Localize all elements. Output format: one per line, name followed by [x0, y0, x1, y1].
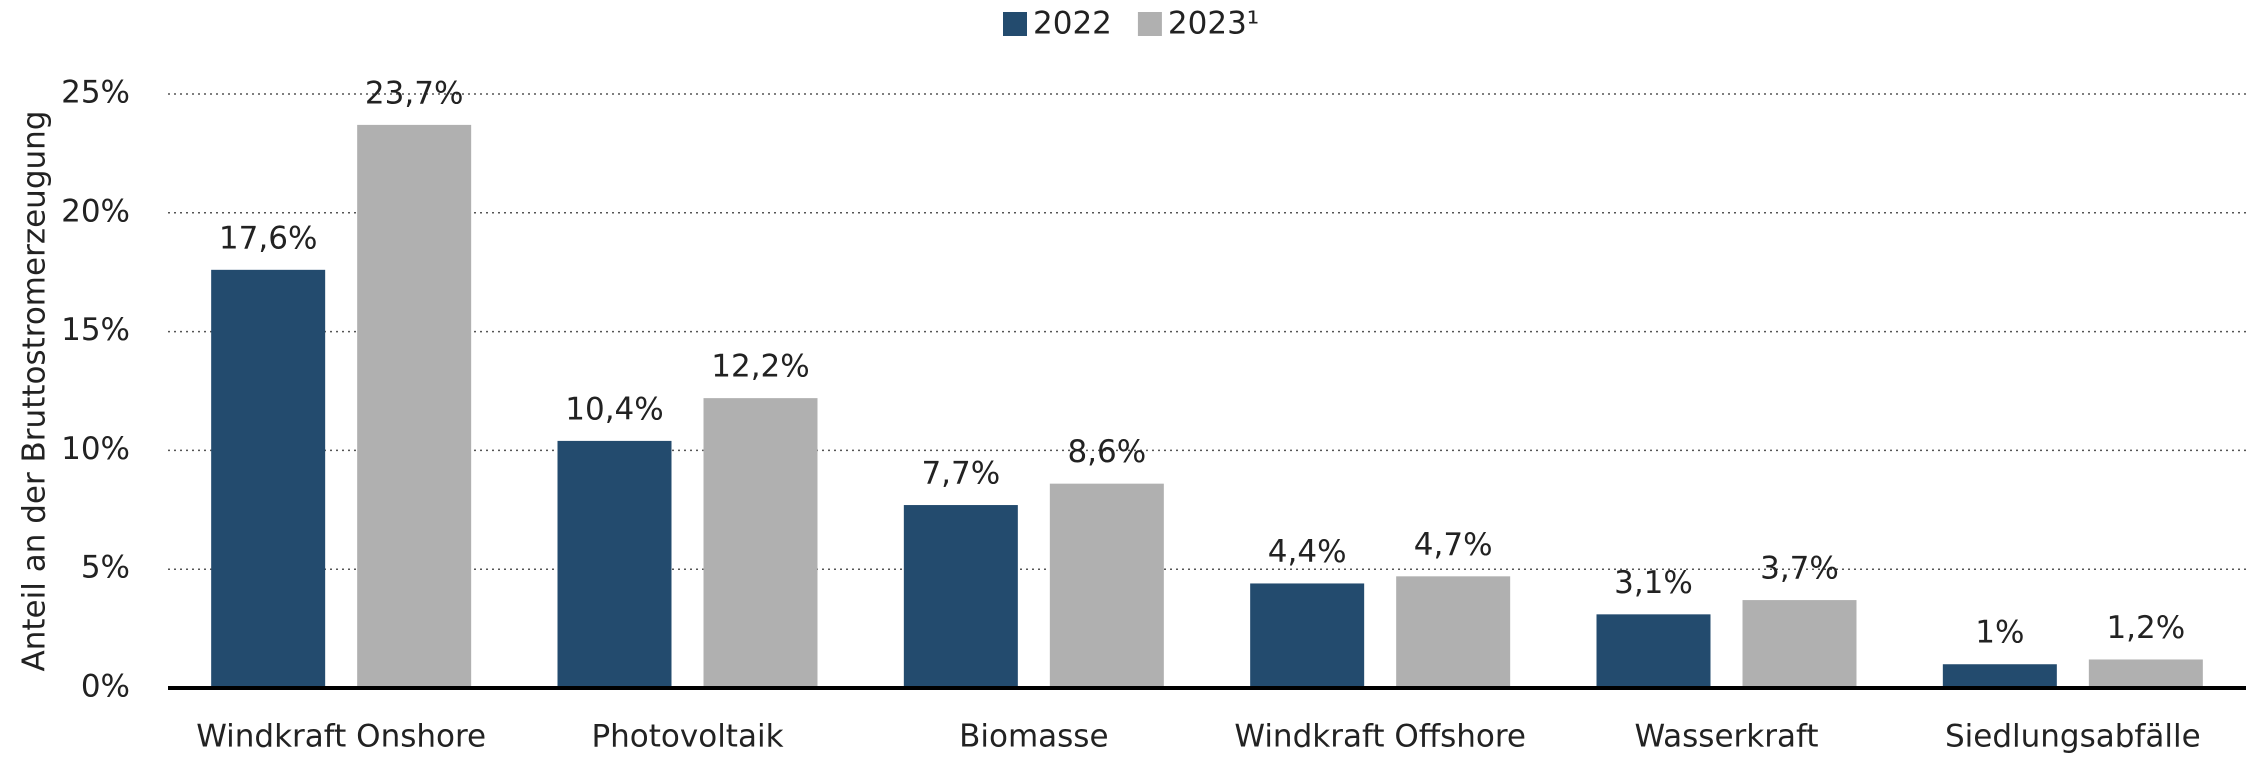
y-tick-label: 5%: [81, 550, 130, 586]
y-tick-label: 15%: [61, 312, 130, 348]
legend-swatch: [1003, 12, 1027, 36]
y-axis-label: Anteil an der Bruttostromerzeugung: [17, 111, 53, 672]
y-tick-label: 10%: [61, 431, 130, 467]
value-label: 3,7%: [1760, 551, 1839, 587]
bar: [1396, 576, 1511, 688]
bar: [1596, 614, 1711, 688]
x-tick-label: Wasserkraft: [1634, 719, 1818, 755]
bar: [211, 269, 326, 688]
value-label: 8,6%: [1067, 434, 1146, 470]
value-label: 12,2%: [711, 349, 809, 385]
y-tick-label: 0%: [81, 669, 130, 705]
legend-label: 2023¹: [1168, 6, 1259, 42]
bar: [703, 398, 818, 688]
y-tick-label: 25%: [61, 75, 130, 111]
bar: [1742, 600, 1857, 688]
bar: [903, 505, 1018, 688]
value-label: 4,7%: [1414, 527, 1493, 563]
x-tick-label: Photovoltaik: [591, 719, 783, 755]
y-tick-label: 20%: [61, 193, 130, 229]
x-tick-label: Windkraft Offshore: [1234, 719, 1526, 755]
bar: [1049, 483, 1164, 688]
bar: [357, 124, 472, 688]
value-label: 3,1%: [1614, 565, 1693, 601]
x-tick-label: Biomasse: [959, 719, 1108, 755]
value-label: 7,7%: [921, 456, 1000, 492]
value-label: 23,7%: [365, 75, 463, 111]
bar: [2088, 659, 2203, 688]
legend-label: 2022: [1033, 6, 1112, 42]
value-label: 17,6%: [219, 220, 317, 256]
x-tick-label: Siedlungsabfälle: [1945, 719, 2201, 755]
value-label: 4,4%: [1268, 534, 1347, 570]
x-tick-label: Windkraft Onshore: [196, 719, 486, 755]
bar: [1942, 664, 2057, 688]
value-label: 10,4%: [565, 391, 663, 427]
legend-swatch: [1137, 12, 1162, 36]
value-label: 1,2%: [2106, 610, 2185, 646]
bar: [557, 440, 672, 688]
value-label: 1%: [1975, 615, 2024, 651]
bar: [1250, 583, 1365, 688]
